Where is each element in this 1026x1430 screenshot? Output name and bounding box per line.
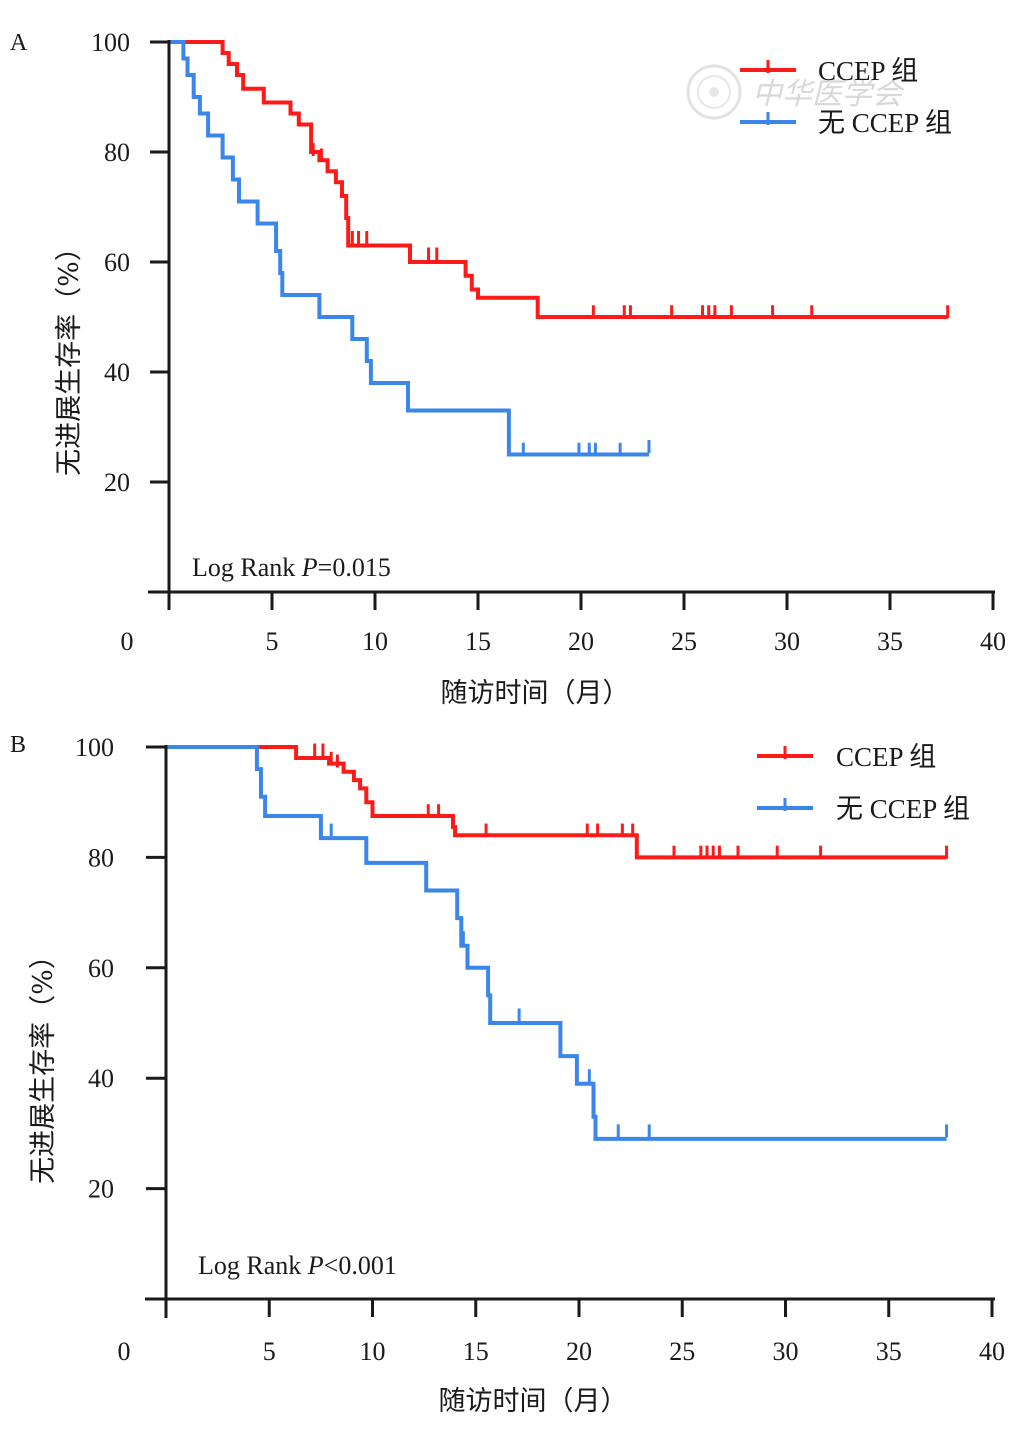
x-axis-title: 随访时间（月） bbox=[441, 678, 630, 709]
y-tick-label: 100 bbox=[75, 733, 114, 762]
panel-b: B 0 5 10 15 20 25 30 35 40 20 40 60 80 100 随访时间（月） 无进… bbox=[10, 732, 1005, 1417]
y-axis-title: 无进展生存率（%） bbox=[54, 234, 85, 476]
legend-label: CCEP 组 bbox=[818, 56, 918, 86]
x-tick-label: 15 bbox=[463, 1337, 489, 1366]
x-tick-label: 30 bbox=[774, 627, 800, 656]
y-tick-label: 80 bbox=[88, 843, 114, 872]
survival-curve-no-ccep bbox=[166, 745, 947, 1141]
x-tick-label: 30 bbox=[773, 1337, 799, 1366]
x-axis-title: 随访时间（月） bbox=[439, 1386, 628, 1417]
x-tick-label: 20 bbox=[568, 627, 594, 656]
x-tick-label: 5 bbox=[263, 1337, 276, 1366]
x-tick-label: 0 bbox=[121, 627, 134, 656]
x-tick-label: 25 bbox=[669, 1337, 695, 1366]
y-tick-label: 40 bbox=[88, 1064, 114, 1093]
x-tick-label: 40 bbox=[979, 1337, 1005, 1366]
watermark-seal-icon bbox=[686, 64, 742, 120]
x-tick-label: 10 bbox=[362, 627, 388, 656]
y-tick-label: 20 bbox=[104, 468, 130, 497]
x-tick-label: 20 bbox=[566, 1337, 592, 1366]
legend-label: 无 CCEP 组 bbox=[836, 794, 970, 824]
x-tick-label: 25 bbox=[671, 627, 697, 656]
legend-label: 无 CCEP 组 bbox=[818, 108, 952, 138]
y-tick-label: 80 bbox=[104, 138, 130, 167]
y-axis-title: 无进展生存率（%） bbox=[28, 942, 59, 1184]
y-tick-label: 60 bbox=[104, 248, 130, 277]
survival-curve-ccep bbox=[169, 40, 948, 319]
x-tick-label: 5 bbox=[266, 627, 279, 656]
x-tick-label: 10 bbox=[360, 1337, 386, 1366]
x-tick-label: 35 bbox=[876, 1337, 902, 1366]
panel-letter: A bbox=[10, 30, 28, 56]
y-tick-label: 20 bbox=[88, 1175, 114, 1204]
panel-letter: B bbox=[10, 732, 26, 758]
log-rank-annotation: Log Rank P=0.015 bbox=[192, 553, 391, 582]
y-tick-label: 60 bbox=[88, 954, 114, 983]
x-tick-label: 15 bbox=[465, 627, 491, 656]
survival-curve-ccep bbox=[166, 745, 947, 860]
x-tick-label: 35 bbox=[877, 627, 903, 656]
survival-curve-no-ccep bbox=[169, 40, 649, 457]
watermark-text: 中华医学会 bbox=[752, 77, 905, 112]
x-tick-label: 0 bbox=[118, 1337, 131, 1366]
x-tick-label: 40 bbox=[980, 627, 1006, 656]
log-rank-annotation: Log Rank P<0.001 bbox=[198, 1251, 397, 1280]
panel-a: A 0 5 10 15 20 25 30 35 40 20 40 60 80 100 随访时间（月） 无进… bbox=[10, 28, 1006, 709]
y-tick-label: 40 bbox=[104, 358, 130, 387]
y-tick-label: 100 bbox=[91, 28, 130, 57]
legend-label: CCEP 组 bbox=[836, 742, 936, 772]
